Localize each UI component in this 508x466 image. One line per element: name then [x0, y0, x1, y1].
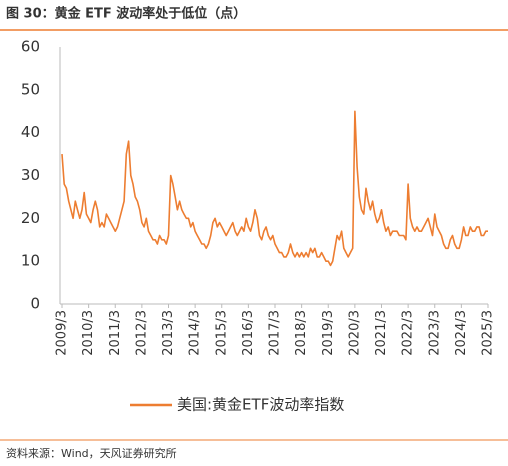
x-tick-label: 2017/3	[268, 310, 283, 356]
line-series	[61, 110, 488, 267]
x-tick-label: 2021/3	[374, 310, 389, 356]
x-tick-label: 2009/3	[55, 310, 70, 356]
x-tick-label: 2018/3	[294, 310, 309, 356]
legend-label: 美国:黄金ETF波动率指数	[177, 396, 344, 414]
x-tick-label: 2025/3	[481, 310, 496, 356]
x-tick-label: 2024/3	[454, 310, 469, 356]
x-tick-label: 2012/3	[134, 310, 149, 356]
y-tick-label: 10	[21, 252, 40, 270]
y-tick-label: 50	[21, 80, 40, 98]
x-tick-label: 2010/3	[81, 310, 96, 356]
y-tick-label: 40	[21, 123, 40, 141]
x-tick-label: 2016/3	[241, 310, 256, 356]
y-tick-label: 60	[21, 38, 40, 56]
x-tick-label: 2019/3	[321, 310, 336, 356]
x-tick-label: 2023/3	[427, 310, 442, 356]
x-tick-label: 2015/3	[214, 310, 229, 356]
x-tick-label: 2013/3	[161, 310, 176, 356]
x-tick-label: 2014/3	[188, 310, 203, 356]
y-tick-label: 30	[21, 166, 40, 184]
x-tick-label: 2011/3	[108, 310, 123, 356]
y-tick-label: 20	[21, 209, 40, 227]
y-tick-label: 0	[30, 295, 40, 313]
x-tick-label: 2022/3	[401, 310, 416, 356]
source: 资料来源：Wind，天风证券研究所	[6, 446, 177, 460]
chart-title: 图 30：黄金 ETF 波动率处于低位（点）	[6, 6, 246, 22]
x-tick-label: 2020/3	[347, 310, 362, 356]
